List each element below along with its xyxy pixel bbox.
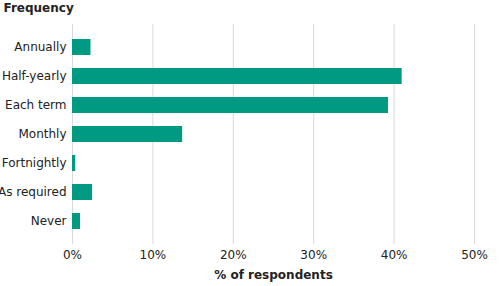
svg-text:50%: 50% <box>461 248 488 262</box>
svg-text:As required: As required <box>0 185 67 199</box>
svg-text:% of respondents: % of respondents <box>214 268 333 282</box>
svg-text:0%: 0% <box>63 248 82 262</box>
svg-text:Monthly: Monthly <box>18 127 66 141</box>
svg-text:40%: 40% <box>381 248 408 262</box>
svg-text:10%: 10% <box>140 248 167 262</box>
svg-text:Never: Never <box>31 214 67 228</box>
svg-text:Half-yearly: Half-yearly <box>2 69 67 83</box>
svg-text:Annually: Annually <box>14 40 66 54</box>
svg-text:Fortnightly: Fortnightly <box>2 156 67 170</box>
svg-text:Each term: Each term <box>5 98 66 112</box>
svg-text:Frequency: Frequency <box>4 1 74 15</box>
svg-text:30%: 30% <box>300 248 327 262</box>
svg-text:20%: 20% <box>220 248 247 262</box>
